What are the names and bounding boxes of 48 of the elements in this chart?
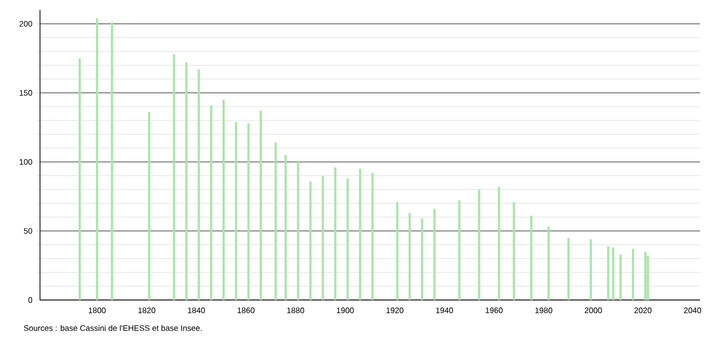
x-tick-label: 1900 xyxy=(336,308,354,314)
y-tick-label: 0 xyxy=(28,297,32,303)
x-tick-label: 1800 xyxy=(88,308,106,314)
bar xyxy=(346,178,349,300)
bar xyxy=(78,58,81,300)
x-tick-label: 2040 xyxy=(684,308,702,314)
bar xyxy=(309,181,312,300)
x-tick-label: 1820 xyxy=(138,308,156,314)
bar xyxy=(420,218,424,300)
y-tick-label: 50 xyxy=(24,228,32,234)
y-tick-label: 150 xyxy=(20,90,32,96)
x-tick-label: 1980 xyxy=(535,308,552,314)
bar xyxy=(284,154,287,300)
bar xyxy=(334,167,336,300)
x-tick-label: 1880 xyxy=(287,308,304,314)
bar xyxy=(210,105,212,300)
bar xyxy=(478,190,480,300)
x-tick-label: 2020 xyxy=(634,308,652,314)
bar xyxy=(247,123,250,300)
x-tick-label: 1940 xyxy=(436,308,454,314)
bar xyxy=(644,252,647,300)
x-tick-label: 1960 xyxy=(486,308,503,314)
bar xyxy=(612,248,614,300)
bar xyxy=(458,200,460,300)
bar xyxy=(198,69,200,300)
x-tick-label: 2000 xyxy=(584,308,602,314)
bar xyxy=(274,142,277,300)
bar xyxy=(322,176,324,300)
bar xyxy=(607,246,610,300)
x-tick-label: 1920 xyxy=(386,308,404,314)
bar xyxy=(185,62,188,300)
bar xyxy=(408,212,411,300)
x-tick-label: 1840 xyxy=(188,308,205,314)
source-note: Sources : base Cassini de l'EHESS et base Insee. xyxy=(24,325,202,331)
bar xyxy=(433,208,436,300)
y-tick-label: 100 xyxy=(20,159,32,165)
bar xyxy=(530,216,532,300)
y-tick-label: 200 xyxy=(20,20,32,27)
bar xyxy=(260,110,262,300)
bar xyxy=(110,22,114,300)
bar xyxy=(548,226,550,300)
bar xyxy=(590,239,592,300)
bar xyxy=(148,112,150,300)
bar xyxy=(396,202,398,300)
bar xyxy=(296,162,300,300)
x-tick-label: 1860 xyxy=(238,308,255,314)
bar xyxy=(222,100,225,300)
bar xyxy=(172,54,176,300)
